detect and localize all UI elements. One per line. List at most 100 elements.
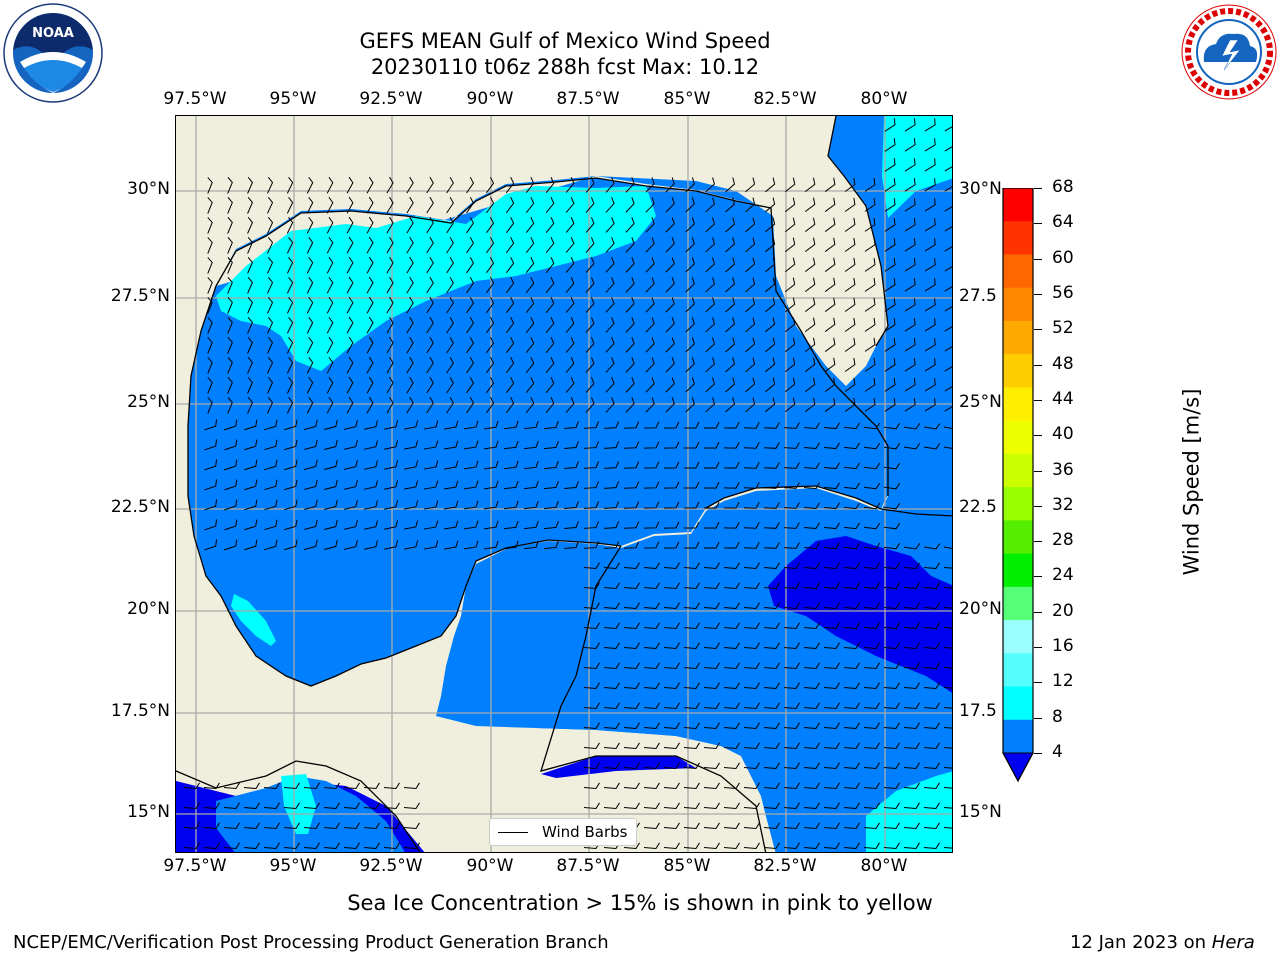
wind-barb bbox=[563, 461, 579, 470]
wind-barb bbox=[505, 336, 515, 354]
wind-barb bbox=[804, 197, 816, 213]
wind-barb bbox=[903, 742, 920, 750]
wind-barb bbox=[663, 541, 680, 549]
wind-barb bbox=[603, 722, 620, 730]
colorbar-tick-mark bbox=[1034, 682, 1042, 684]
wind-barb bbox=[386, 176, 394, 194]
lat-tick-label: 22.5 bbox=[959, 497, 997, 517]
wind-barb bbox=[703, 742, 720, 750]
wind-barb bbox=[743, 462, 760, 469]
lat-tick-label: 27.5°N bbox=[110, 286, 170, 306]
wind-barb bbox=[685, 317, 695, 333]
wind-barb bbox=[944, 218, 952, 232]
wind-barb bbox=[884, 337, 896, 352]
wind-barb bbox=[703, 622, 720, 630]
wind-barb bbox=[763, 682, 780, 690]
wind-barb bbox=[247, 257, 254, 274]
wind-barb bbox=[803, 482, 820, 489]
wind-barb bbox=[783, 742, 800, 750]
wind-barb bbox=[844, 277, 856, 292]
wind-barb bbox=[765, 177, 776, 193]
colorbar-tick-label: 20 bbox=[1052, 600, 1074, 621]
wind-barb bbox=[645, 397, 655, 413]
wind-barb bbox=[683, 541, 700, 549]
wind-barb bbox=[386, 356, 394, 374]
wind-barb bbox=[944, 158, 952, 172]
wind-barb bbox=[643, 421, 660, 429]
wind-barb bbox=[743, 782, 760, 790]
colorbar-tick-mark bbox=[1034, 188, 1042, 189]
wind-barb bbox=[745, 357, 756, 373]
wind-barb bbox=[784, 277, 796, 293]
wind-barb bbox=[725, 257, 736, 273]
wind-barb bbox=[565, 237, 575, 253]
wind-barb bbox=[705, 237, 715, 253]
wind-barb bbox=[903, 702, 920, 710]
wind-barb bbox=[804, 397, 816, 413]
wind-barb bbox=[183, 802, 200, 810]
wind-barb bbox=[703, 782, 720, 790]
wind-barb bbox=[923, 762, 940, 770]
wind-barb bbox=[725, 277, 736, 293]
wind-barb bbox=[326, 296, 334, 314]
wind-barb bbox=[824, 237, 836, 252]
wind-barb bbox=[583, 722, 600, 730]
wind-barb bbox=[705, 257, 715, 273]
wind-barb bbox=[723, 682, 740, 690]
wind-barb bbox=[263, 822, 280, 830]
wind-barb bbox=[466, 256, 475, 274]
wind-barb bbox=[623, 802, 640, 810]
wind-barb bbox=[683, 702, 700, 710]
wind-barb bbox=[723, 742, 740, 750]
wind-barb bbox=[406, 236, 414, 254]
wind-barb bbox=[386, 276, 394, 294]
wind-barb bbox=[803, 682, 820, 690]
wind-barb bbox=[843, 762, 860, 770]
wind-barb bbox=[603, 762, 620, 770]
wind-barb bbox=[783, 802, 800, 810]
wind-barb bbox=[743, 622, 760, 630]
wind-barb bbox=[563, 481, 579, 490]
lon-tick-label: 92.5°W bbox=[359, 856, 423, 876]
wind-barb bbox=[545, 257, 555, 273]
wind-barb bbox=[364, 480, 378, 490]
colorbar-tick-label: 68 bbox=[1052, 177, 1074, 197]
wind-barb bbox=[306, 196, 314, 214]
footer-host: Hera bbox=[1211, 932, 1255, 953]
wind-barb bbox=[725, 377, 736, 393]
wind-barb bbox=[264, 519, 278, 531]
wind-barb bbox=[223, 782, 240, 790]
wind-barb bbox=[545, 237, 555, 253]
colorbar-tick-label: 52 bbox=[1052, 318, 1074, 339]
wind-barb bbox=[745, 217, 756, 233]
wind-barb bbox=[204, 539, 218, 551]
wind-barb bbox=[424, 520, 439, 530]
wind-barb bbox=[224, 519, 238, 531]
wind-barb bbox=[705, 337, 715, 353]
wind-barb bbox=[386, 396, 394, 414]
wind-barb bbox=[783, 522, 800, 529]
wind-barb bbox=[663, 802, 680, 810]
wind-barb bbox=[426, 216, 434, 234]
colorbar-segment bbox=[1003, 719, 1033, 754]
wind-barb bbox=[723, 541, 740, 549]
wind-barb bbox=[944, 543, 952, 550]
wind-barb bbox=[286, 356, 294, 374]
wind-barb bbox=[703, 562, 720, 570]
wind-barb bbox=[605, 237, 615, 253]
lon-tick-label: 82.5°W bbox=[753, 89, 817, 109]
wind-barb bbox=[426, 376, 434, 394]
wind-barb bbox=[843, 522, 860, 530]
wind-barb bbox=[863, 642, 880, 650]
wind-barb bbox=[306, 236, 314, 254]
wind-barb bbox=[784, 257, 796, 273]
wind-barb bbox=[583, 642, 600, 650]
wind-barb bbox=[663, 702, 680, 710]
wind-barb bbox=[903, 622, 920, 630]
wind-barb bbox=[326, 376, 334, 394]
wind-barb bbox=[267, 217, 274, 234]
wind-barb bbox=[406, 376, 414, 394]
footer-credit: NCEP/EMC/Verification Post Processing Pr… bbox=[13, 932, 609, 953]
wind-barb bbox=[306, 356, 314, 374]
wind-barb bbox=[543, 500, 559, 510]
